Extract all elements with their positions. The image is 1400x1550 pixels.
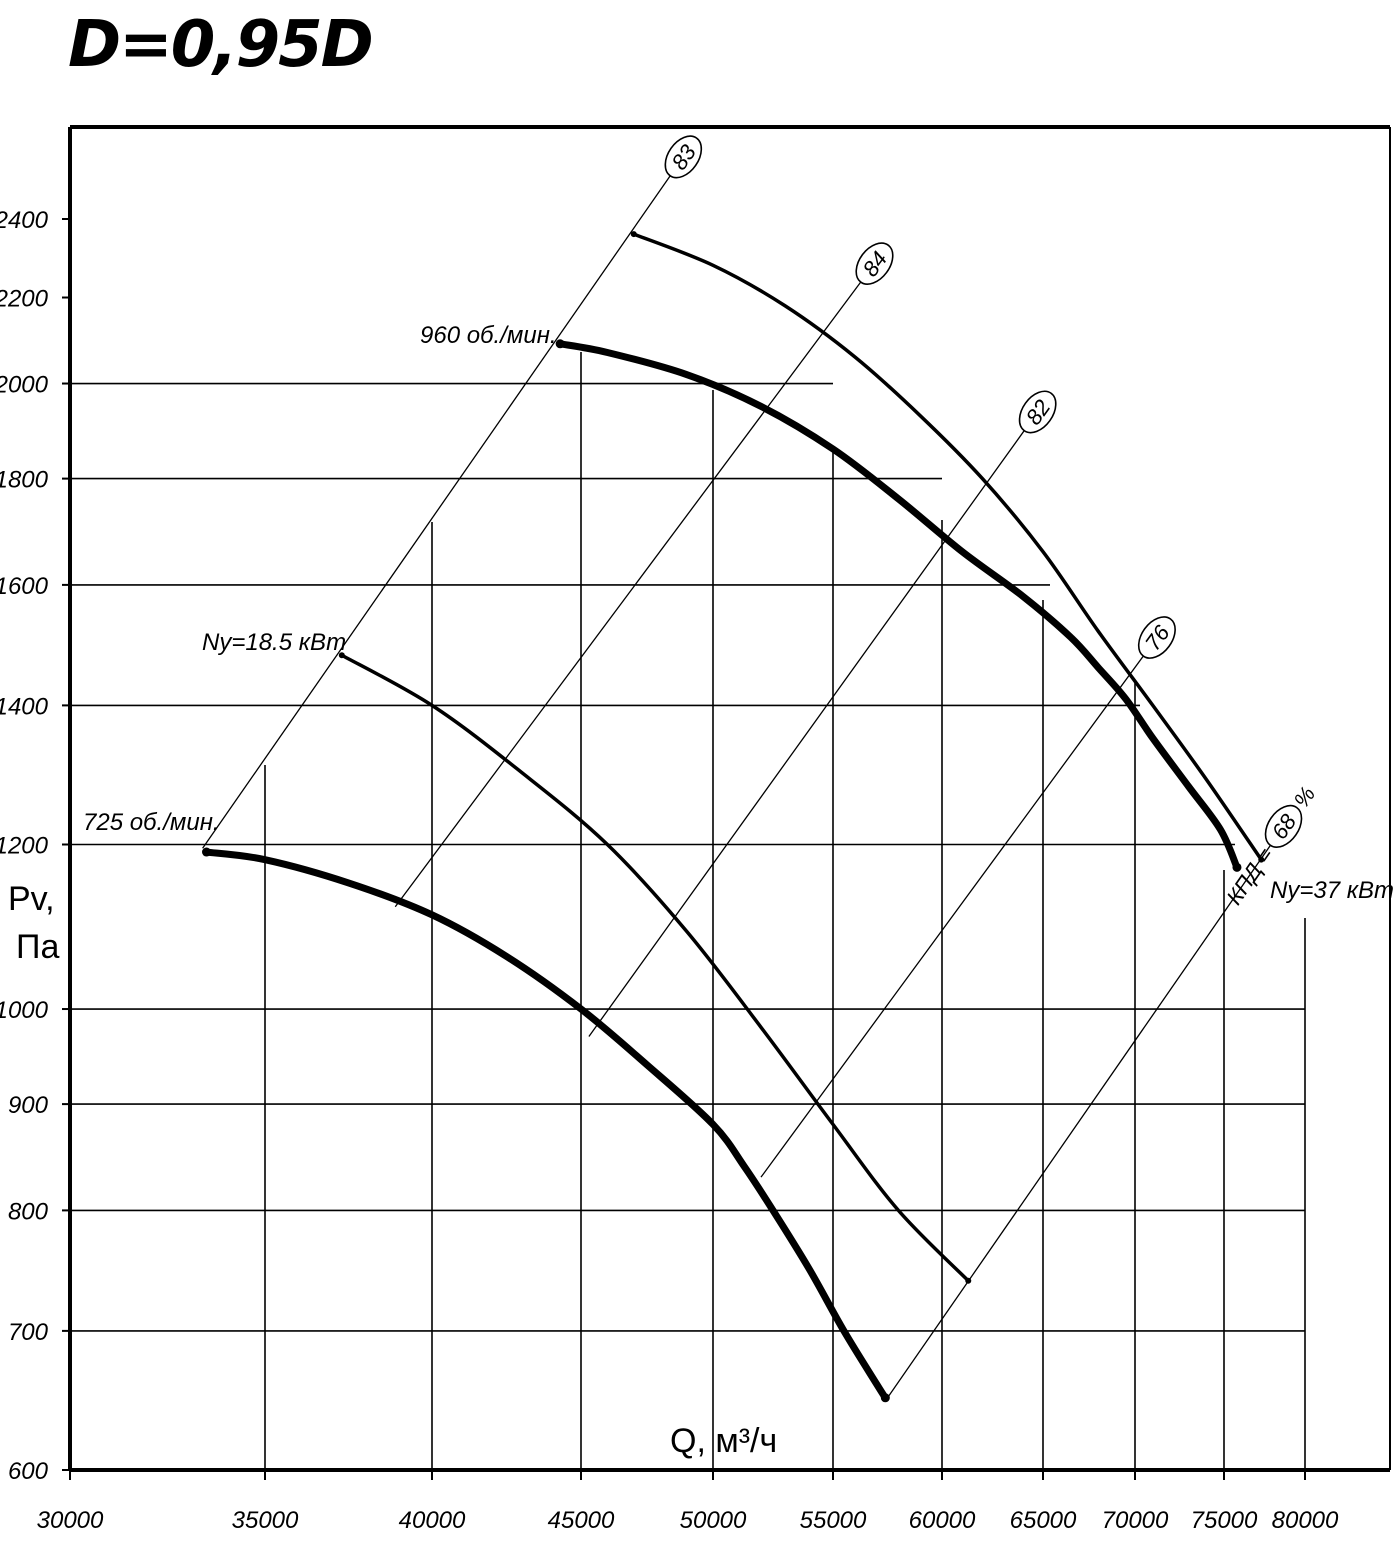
- curve-start-point-0: [555, 339, 565, 349]
- efficiency-circle-82: [1018, 390, 1057, 434]
- y-tick-label: 700: [8, 1319, 49, 1346]
- curve-start-point-3: [630, 231, 637, 238]
- y-tick-label: 1000: [0, 997, 49, 1024]
- x-tick-label: 75000: [1191, 1507, 1258, 1534]
- label-960-rpm: 960 об./мин.: [420, 322, 557, 349]
- x-tick-label: 65000: [1010, 1507, 1077, 1534]
- y-tick-label: 800: [8, 1198, 49, 1225]
- x-tick-label: 40000: [399, 1507, 466, 1534]
- x-tick-label: 35000: [232, 1507, 299, 1534]
- y-tick-label: 2200: [0, 286, 49, 313]
- x-tick-label: 70000: [1102, 1507, 1169, 1534]
- x-tick-label: 60000: [909, 1507, 976, 1534]
- efficiency-circle-68: [1264, 804, 1303, 848]
- y-tick-label: 1400: [0, 693, 49, 720]
- curve-series-2: [340, 653, 971, 1283]
- x-tick-label: 55000: [800, 1507, 867, 1534]
- chart-title: D=0,95D: [68, 8, 374, 82]
- x-axis-title: Q, м³/ч: [670, 1422, 777, 1460]
- grid-lines: [62, 218, 1306, 1480]
- y-tick-label: 1200: [0, 833, 49, 860]
- x-tick-label: 80000: [1272, 1507, 1339, 1534]
- performance-curves: [202, 231, 1265, 1403]
- curve-series-1: [203, 848, 889, 1402]
- efficiency-circle-84: [855, 242, 894, 285]
- y-axis-title-line2: Па: [16, 928, 59, 966]
- y-tick-label: 2000: [0, 372, 49, 399]
- efficiency-line-68: [886, 844, 1272, 1399]
- y-tick-label: 2400: [0, 207, 49, 234]
- curve-end-point-3: [1258, 856, 1265, 863]
- x-tick-label: 50000: [680, 1507, 747, 1534]
- y-tick-label: 1800: [0, 467, 49, 494]
- y-axis-title-line1: Pv,: [8, 880, 55, 918]
- label-725-rpm: 725 об./мин.: [83, 809, 220, 836]
- x-tick-label: 30000: [37, 1507, 104, 1534]
- label-power-37: Ny=37 кВт: [1270, 877, 1394, 904]
- efficiency-circle-76: [1137, 616, 1176, 659]
- axes: [68, 125, 1391, 1472]
- y-tick-label: 900: [8, 1092, 49, 1119]
- efficiency-line-82: [588, 429, 1026, 1037]
- label-power-18-5: Ny=18.5 кВт: [202, 629, 346, 656]
- efficiency-circle-83: [664, 135, 703, 179]
- curve-start-point-1: [202, 847, 211, 857]
- efficiency-line-83: [202, 174, 672, 849]
- curve-end-point-1: [880, 1393, 890, 1403]
- curve-end-point-0: [1232, 862, 1242, 872]
- y-tick-label: 600: [8, 1458, 49, 1485]
- efficiency-line-84: [394, 280, 862, 908]
- curve-end-point-2: [965, 1277, 972, 1284]
- curve-series-3: [632, 232, 1264, 862]
- curve-start-point-2: [338, 652, 345, 659]
- efficiency-line-76: [760, 654, 1145, 1178]
- x-tick-label: 45000: [548, 1507, 615, 1534]
- chart-labels: 600 700 800 900 1000 1200 1400 1600 1800 2000 2200…: [0, 207, 1394, 1534]
- y-tick-label: 1600: [0, 573, 49, 600]
- curve-series-0: [556, 340, 1241, 871]
